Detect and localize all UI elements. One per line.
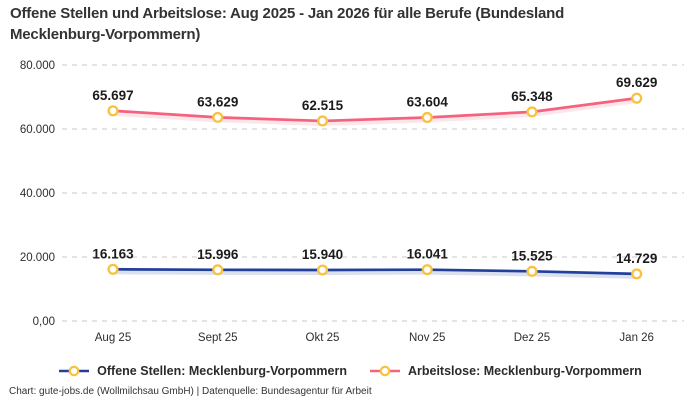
data-point-marker[interactable]: [316, 264, 329, 276]
y-axis-tick-label: 40.000: [20, 188, 55, 200]
data-point-value-label: 14.729: [616, 251, 657, 266]
y-axis-tick-label: 60.000: [20, 124, 55, 136]
data-point-value-label: 15.940: [302, 247, 343, 262]
data-point-marker[interactable]: [526, 265, 538, 277]
legend-marker-ring-icon: [379, 365, 391, 377]
chart-title-line1: Offene Stellen und Arbeitslose: Aug 2025…: [10, 5, 565, 22]
series-line: [111, 267, 639, 276]
x-axis-tick-label: Nov 25: [409, 332, 445, 344]
x-axis-tick-label: Aug 25: [95, 332, 131, 344]
data-point-value-label: 62.515: [302, 98, 344, 113]
data-point-value-label: 63.629: [197, 94, 238, 109]
legend-label-arbeitslose: Arbeitslose: Mecklenburg-Vorpommern: [407, 364, 642, 378]
legend-label-offene-stellen: Offene Stellen: Mecklenburg-Vorpommern: [97, 364, 347, 378]
data-point-marker[interactable]: [421, 111, 433, 124]
chart-title: Offene Stellen und Arbeitslose: Aug 2025…: [10, 4, 650, 45]
line-chart-plot: 0,00 20.000 40.000 60.000 80.000 Aug 25 Sept 2…: [20, 60, 684, 344]
x-axis-tick-label: Dez 25: [514, 332, 550, 344]
data-point-marker[interactable]: [316, 115, 329, 127]
series-line: [111, 96, 639, 123]
x-axis-tick-label: Sept 25: [198, 332, 238, 344]
series-line-shadow: [110, 269, 640, 279]
data-point-marker[interactable]: [631, 92, 643, 104]
data-point-value-label: 65.348: [511, 89, 553, 104]
x-axis-tick-label: Okt 25: [306, 332, 340, 344]
attribution-text: Chart: gute-jobs.de (Wollmilchsau GmbH) …: [9, 386, 372, 397]
series-line-shadow: [110, 98, 640, 126]
data-point-value-label: 16.041: [407, 247, 449, 262]
x-axis-tick-label: Jan 26: [619, 332, 654, 344]
y-axis-tick-label: 20.000: [20, 252, 55, 264]
legend-swatch-line-icon: [59, 365, 90, 377]
data-point-value-label: 69.629: [616, 75, 657, 90]
y-axis-tick-label: 80.000: [20, 60, 55, 72]
data-point-value-label: 16.163: [92, 246, 134, 261]
data-point-marker[interactable]: [631, 268, 643, 280]
legend-swatch-line-icon: [369, 365, 400, 377]
y-axis-tick-label: 0,00: [33, 316, 55, 328]
data-point-value-label: 15.996: [197, 247, 239, 262]
data-point-marker[interactable]: [107, 263, 119, 275]
chart-title-line2: Mecklenburg-Vorpommern): [10, 25, 201, 43]
data-point-value-label: 65.697: [92, 88, 133, 103]
legend-marker-ring-icon: [68, 365, 80, 377]
legend-item-arbeitslose[interactable]: Arbeitslose: Mecklenburg-Vorpommern: [369, 364, 642, 378]
legend-item-offene-stellen[interactable]: Offene Stellen: Mecklenburg-Vorpommern: [58, 364, 347, 378]
data-point-marker[interactable]: [526, 106, 538, 118]
data-point-value-label: 63.604: [407, 94, 449, 109]
data-point-value-label: 15.525: [511, 248, 553, 263]
data-point-marker[interactable]: [212, 111, 224, 123]
data-point-marker[interactable]: [212, 264, 224, 276]
data-point-marker[interactable]: [107, 105, 119, 117]
chart-legend: Offene Stellen: Mecklenburg-Vorpommern A…: [0, 360, 700, 382]
data-point-marker[interactable]: [421, 264, 433, 276]
